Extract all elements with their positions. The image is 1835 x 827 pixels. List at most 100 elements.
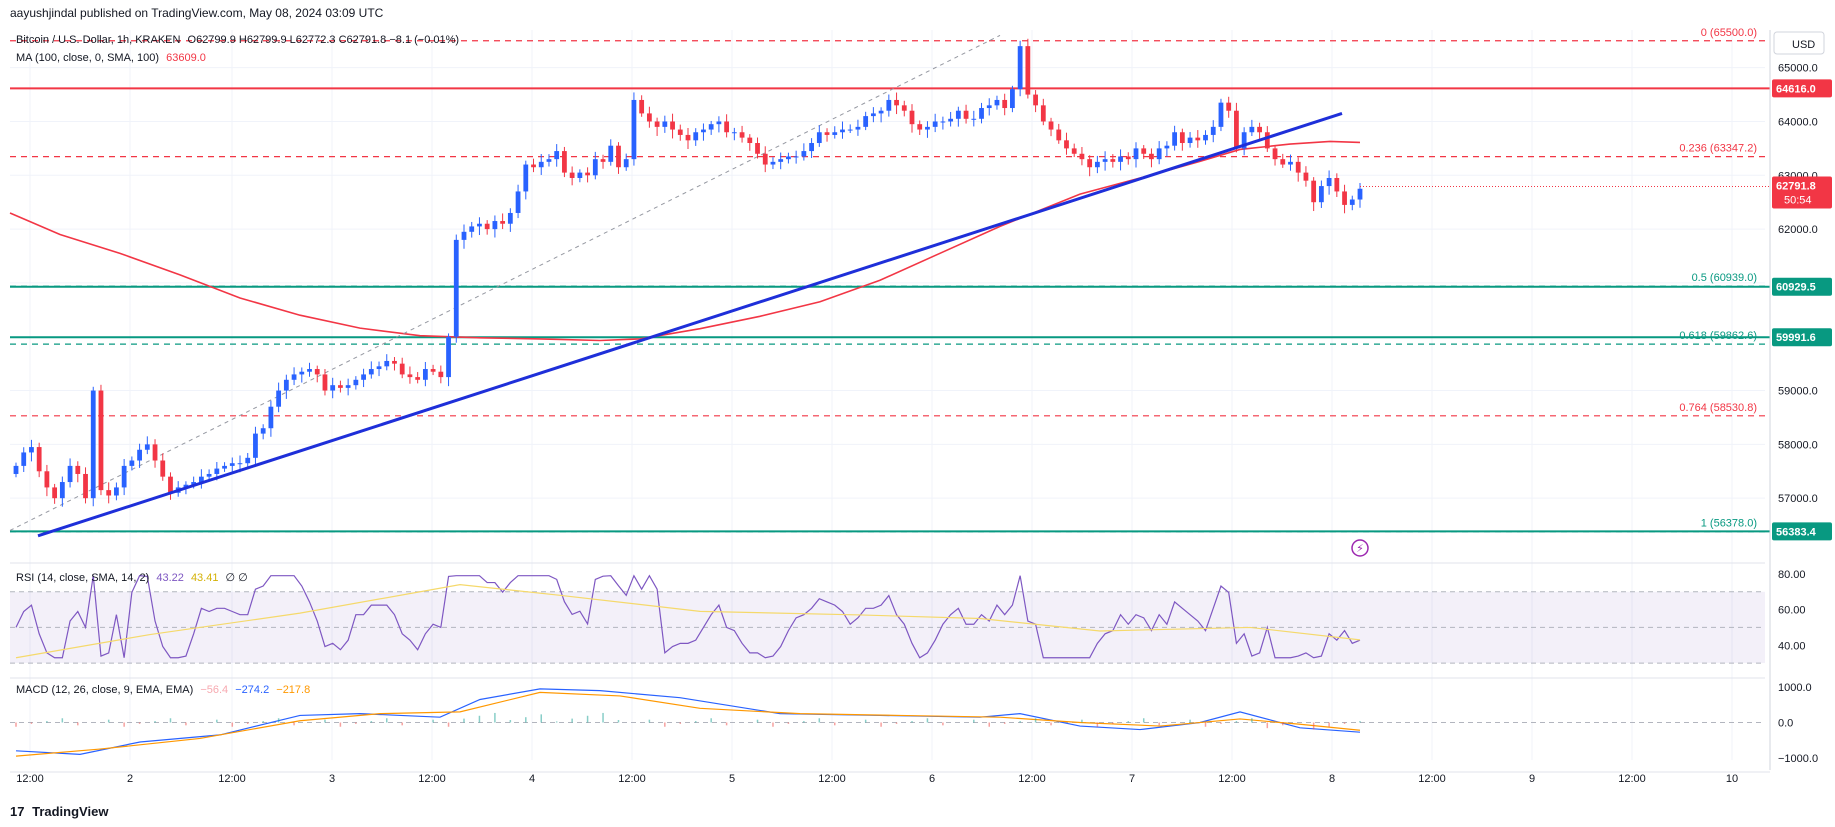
candle	[832, 126, 838, 139]
candle-body	[453, 239, 459, 337]
candle	[1056, 123, 1062, 144]
candle	[724, 114, 730, 138]
candle-body	[986, 105, 992, 109]
rsi-label[interactable]: RSI (14, close, SMA, 14, 2)	[16, 572, 150, 584]
candle	[909, 104, 915, 133]
rsi-extra: ∅ ∅	[225, 572, 248, 584]
candle	[569, 166, 575, 186]
candle	[1226, 96, 1232, 118]
time-tick-label: 12:00	[618, 773, 646, 785]
candle	[986, 98, 992, 116]
candlestick-series	[13, 38, 1363, 507]
candle	[886, 94, 892, 117]
candle-body	[1226, 102, 1232, 111]
price-levels	[10, 87, 1770, 533]
candle	[762, 146, 768, 173]
candle	[21, 447, 27, 472]
fib-label: 1 (56378.0)	[1701, 518, 1757, 530]
candle	[1040, 98, 1046, 126]
candle	[29, 439, 34, 462]
time-tick-label: 12:00	[1218, 773, 1246, 785]
candle	[708, 120, 714, 135]
candle	[291, 367, 297, 386]
candle	[453, 234, 459, 343]
candle	[260, 424, 266, 440]
candle	[1017, 40, 1023, 97]
ma-legend: MA (100, close, 0, SMA, 100) 63609.0	[16, 52, 210, 64]
candle-body	[546, 159, 552, 162]
candle-body	[338, 385, 343, 388]
candle-body	[515, 191, 521, 213]
candle-body	[623, 159, 629, 168]
candle	[152, 439, 158, 468]
candle	[206, 469, 212, 481]
candle-body	[477, 223, 482, 227]
candle	[253, 426, 258, 467]
candle	[1288, 154, 1293, 171]
ma-value: 63609.0	[166, 52, 206, 64]
candle	[554, 144, 560, 167]
tradingview-logo[interactable]: 17 TradingView	[10, 804, 108, 819]
candle-body	[793, 156, 799, 158]
candle	[1357, 182, 1363, 208]
candle-body	[662, 121, 668, 127]
candle	[430, 364, 436, 376]
candle	[330, 377, 336, 399]
candle-body	[345, 385, 351, 388]
candle-body	[894, 99, 899, 106]
candle-body	[786, 156, 791, 160]
candle	[106, 482, 112, 504]
last-price-text: 62791.8	[1776, 181, 1816, 193]
candle	[1187, 132, 1193, 148]
macd-label[interactable]: MACD (12, 26, close, 9, EMA, EMA)	[16, 684, 194, 696]
candle	[693, 128, 699, 146]
candle-body	[1187, 137, 1193, 144]
candle-body	[824, 132, 830, 135]
candle	[438, 365, 444, 384]
candle-body	[492, 221, 498, 230]
candle	[1234, 102, 1239, 153]
candle	[1071, 143, 1077, 158]
candle	[98, 384, 104, 496]
candle-body	[268, 406, 274, 429]
candle-body	[1218, 102, 1224, 127]
candle	[276, 382, 282, 413]
candle	[940, 116, 946, 130]
candle	[894, 92, 899, 115]
candle-body	[1272, 148, 1278, 160]
candle-body	[1141, 148, 1147, 154]
candle-body	[422, 369, 428, 380]
fib-label: 0.5 (60939.0)	[1692, 272, 1757, 284]
candle-body	[955, 110, 961, 119]
candle-body	[361, 374, 366, 380]
candle	[654, 117, 660, 136]
ma-label[interactable]: MA (100, close, 0, SMA, 100)	[16, 52, 160, 64]
candle	[137, 443, 142, 468]
price-tick-label: 59000.0	[1778, 386, 1818, 398]
candle	[1125, 152, 1131, 165]
candle	[1010, 85, 1015, 113]
symbol-title[interactable]: Bitcoin / U.S. Dollar, 1h, KRAKEN	[16, 34, 181, 46]
candle	[283, 374, 289, 399]
candle	[1164, 141, 1170, 157]
main-legend: Bitcoin / U.S. Dollar, 1h, KRAKEN O62799…	[16, 34, 463, 46]
candle	[1118, 149, 1123, 171]
candle	[662, 115, 668, 133]
candle	[870, 107, 876, 123]
candle-body	[878, 110, 884, 114]
candle-body	[152, 444, 158, 461]
candle	[1311, 177, 1317, 212]
candle-body	[376, 366, 382, 370]
candle	[1349, 195, 1355, 211]
candle	[1280, 153, 1286, 168]
price-tag-text: 56383.4	[1776, 526, 1817, 538]
price-tick-label: 65000.0	[1778, 63, 1818, 75]
candle-body	[1164, 145, 1170, 149]
candle-body	[1342, 191, 1347, 205]
rsi-pane: 80.00 60.00 40.00	[10, 562, 1806, 664]
candle-body	[747, 137, 753, 144]
candle-body	[191, 482, 197, 485]
candle-body	[237, 463, 243, 465]
candle	[955, 106, 961, 127]
